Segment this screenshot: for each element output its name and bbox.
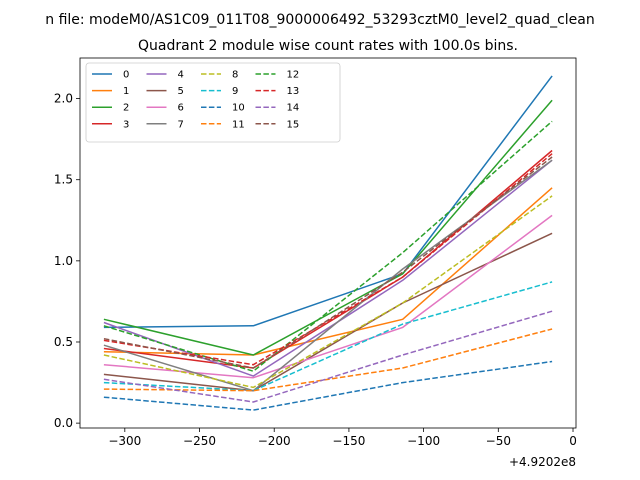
x-tick-label: 0 [569,434,577,448]
x-tick-label: −150 [332,434,365,448]
legend-label-15: 15 [287,119,300,130]
chart-title: Quadrant 2 module wise count rates with … [138,38,518,54]
series-line-9 [103,281,553,392]
series-line-0 [103,75,553,329]
legend-label-9: 9 [232,86,238,97]
figure-suptitle: n file: modeM0/AS1C09_011T08_9000006492_… [45,12,594,28]
legend-label-14: 14 [287,103,300,114]
y-tick-label: 1.0 [54,254,73,268]
legend-label-10: 10 [232,103,245,114]
legend-label-6: 6 [178,103,184,114]
legend-label-7: 7 [178,119,184,130]
legend-label-5: 5 [178,86,184,97]
series-layer [103,75,553,411]
x-offset-label: +4.9202e8 [509,455,576,469]
x-tick-label: −200 [258,434,291,448]
legend-label-12: 12 [287,70,300,81]
legend-box [85,62,341,143]
x-tick-label: −100 [407,434,440,448]
legend-label-4: 4 [178,70,184,81]
plot-area [103,75,553,411]
legend-label-1: 1 [123,86,129,97]
series-line-8 [103,195,553,389]
y-tick-label: 0.5 [54,335,73,349]
series-line-15 [103,156,553,369]
y-tick-label: 2.0 [54,92,73,106]
series-line-4 [103,159,553,377]
series-line-14 [103,310,553,403]
series-line-10 [103,360,553,411]
x-tick-label: −50 [486,434,511,448]
series-line-12 [103,120,553,372]
legend-label-0: 0 [123,70,129,81]
ticks-layer: −300 −250 −200 −150 −100 −50 0 0.0 0.5 1.0 1.5 2.0 [54,92,577,448]
legend-label-13: 13 [287,86,300,97]
x-tick-label: −300 [108,434,141,448]
legend-label-3: 3 [123,119,129,130]
legend-label-11: 11 [232,119,245,130]
legend-label-8: 8 [232,70,238,81]
axes-frame [79,57,577,429]
legend-label-2: 2 [123,103,129,114]
y-tick-label: 1.5 [54,173,73,187]
series-line-5 [103,232,553,392]
y-tick-label: 0.0 [54,416,73,430]
x-tick-label: −250 [183,434,216,448]
